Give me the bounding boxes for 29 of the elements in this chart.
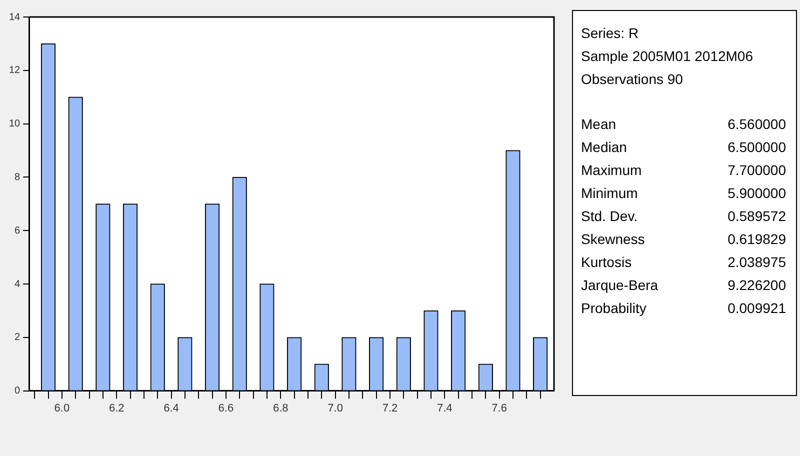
text: Minimum 5.900000 bbox=[581, 185, 786, 201]
text: Jarque-Bera 9.226200 bbox=[581, 277, 786, 293]
x-tick-label: 7.4 bbox=[437, 402, 452, 414]
y-tick-label: 12 bbox=[9, 65, 21, 76]
text: Mean 6.560000 bbox=[581, 116, 786, 132]
x-tick-label: 6.4 bbox=[164, 402, 179, 414]
y-tick-label: 14 bbox=[9, 12, 21, 23]
text: Maximum 7.700000 bbox=[581, 162, 786, 178]
x-tick-label: 6.6 bbox=[218, 402, 234, 414]
text: Series: R bbox=[581, 25, 639, 43]
text: Median 6.500000 bbox=[581, 139, 786, 155]
y-tick-label: 4 bbox=[14, 278, 21, 290]
text: Sample 2005M01 2012M06 bbox=[581, 48, 754, 66]
text: Observations 90 bbox=[581, 71, 683, 89]
y-tick-label: 0 bbox=[14, 386, 21, 397]
y-tick-label: 6 bbox=[14, 225, 21, 236]
y-tick-label: 8 bbox=[14, 172, 21, 183]
x-tick-label: 7.0 bbox=[328, 402, 343, 414]
text: Probability 0.009921 bbox=[581, 300, 786, 316]
x-tick-label: 7.2 bbox=[382, 402, 398, 414]
text: Kurtosis 2.038975 bbox=[581, 254, 786, 270]
x-tick-label: 6.8 bbox=[272, 402, 288, 414]
text: Skewness 0.619829 bbox=[581, 231, 786, 247]
x-tick-label: 7.6 bbox=[492, 402, 507, 414]
text: Std. Dev. 0.589572 bbox=[581, 208, 786, 224]
y-tick-label: 2 bbox=[14, 332, 21, 344]
y-tick-label: 10 bbox=[9, 118, 21, 130]
x-tick-label: 6.2 bbox=[108, 402, 124, 414]
x-tick-label: 6.0 bbox=[54, 402, 70, 414]
